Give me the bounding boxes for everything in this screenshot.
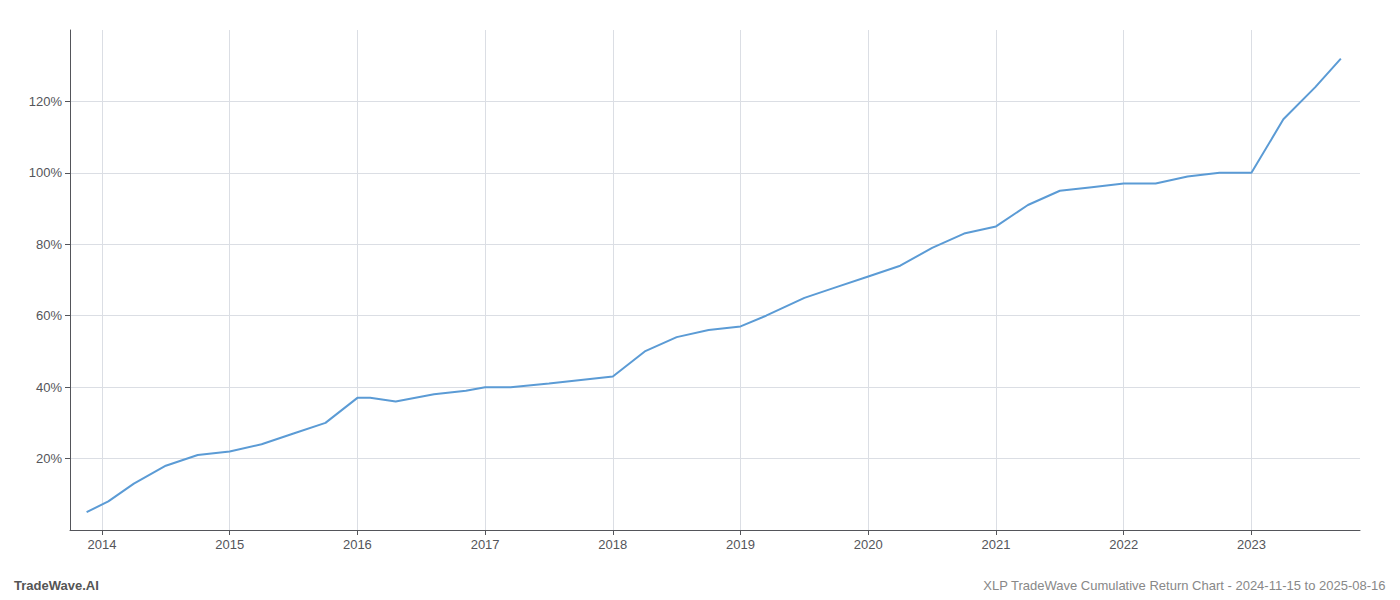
svg-text:2014: 2014: [87, 537, 116, 552]
svg-text:2016: 2016: [343, 537, 372, 552]
svg-text:2018: 2018: [598, 537, 627, 552]
svg-text:100%: 100%: [29, 165, 63, 180]
svg-text:40%: 40%: [36, 380, 62, 395]
svg-text:2022: 2022: [1109, 537, 1138, 552]
svg-text:2017: 2017: [471, 537, 500, 552]
svg-text:2019: 2019: [726, 537, 755, 552]
svg-text:80%: 80%: [36, 237, 62, 252]
svg-text:2020: 2020: [854, 537, 883, 552]
svg-text:TradeWave.AI: TradeWave.AI: [14, 578, 99, 593]
svg-text:2021: 2021: [982, 537, 1011, 552]
svg-text:2023: 2023: [1237, 537, 1266, 552]
svg-text:XLP TradeWave Cumulative Retur: XLP TradeWave Cumulative Return Chart - …: [983, 578, 1385, 593]
svg-text:60%: 60%: [36, 308, 62, 323]
svg-text:2015: 2015: [215, 537, 244, 552]
svg-text:120%: 120%: [29, 94, 63, 109]
svg-text:20%: 20%: [36, 451, 62, 466]
